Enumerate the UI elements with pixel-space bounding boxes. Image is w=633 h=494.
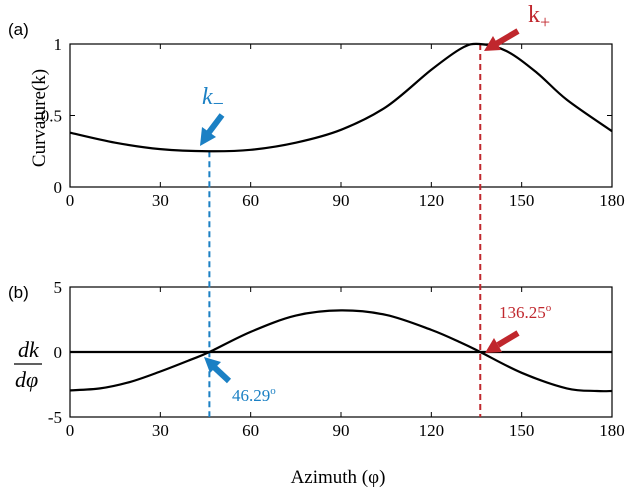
- y-tick-label-a: 0.5: [41, 107, 62, 126]
- x-tick-label-a: 30: [152, 191, 169, 210]
- axis-ticks-a: 0 30 60 90 120 150 180 0 0.5 1: [41, 35, 625, 210]
- y-tick-label-a: 0: [54, 178, 63, 197]
- series-line-a: [69, 42, 613, 153]
- x-tick-label-b: 180: [599, 421, 625, 440]
- y-tick-label-b: 5: [54, 278, 63, 297]
- k-minus-arrow-shaft: [204, 113, 225, 137]
- x-tick-label-b: 120: [419, 421, 445, 440]
- k-minus-arrow-head: [200, 127, 216, 146]
- x-tick-label-a: 180: [599, 191, 625, 210]
- x-tick-label-a: 0: [66, 191, 75, 210]
- x-axis-label: Azimuth (φ): [291, 467, 386, 488]
- angle-minus-label: 46.29o: [232, 385, 276, 405]
- x-tick-label-b: 30: [152, 421, 169, 440]
- k-minus-label: k−: [202, 84, 224, 115]
- y-axis-label-b-denominator: dφ: [15, 367, 38, 392]
- angle-minus-arrow-head: [204, 357, 221, 373]
- x-tick-label-a: 150: [509, 191, 535, 210]
- panel-label-b: (b): [8, 283, 29, 302]
- angle-minus-arrow: [204, 357, 232, 384]
- axis-ticks-b: 0 30 60 90 120 150 180-505: [48, 278, 625, 440]
- x-tick-label-b: 0: [66, 421, 75, 440]
- k-plus-label: k+: [528, 2, 550, 32]
- angle-plus-arrow-shaft: [496, 330, 520, 348]
- x-tick-label-b: 60: [242, 421, 259, 440]
- y-axis-label-a: Curvature(k): [29, 69, 50, 167]
- angle-plus-arrow: [485, 330, 520, 353]
- angle-plus-arrow-head: [485, 338, 502, 353]
- x-tick-label-a: 90: [333, 191, 350, 210]
- y-tick-label-a: 1: [54, 35, 63, 54]
- plot-box-a: [69, 43, 613, 188]
- k-plus-arrow-head: [484, 36, 501, 51]
- y-axis-label-b: dk dφ: [14, 337, 42, 392]
- angle-minus-arrow-shaft: [211, 364, 232, 384]
- k-plus-arrow: [484, 28, 520, 51]
- x-tick-label-b: 90: [333, 421, 350, 440]
- curvature-series: [69, 42, 613, 153]
- y-tick-label-b: -5: [48, 408, 62, 427]
- x-tick-label-a: 120: [419, 191, 445, 210]
- series-line-b: [69, 309, 613, 393]
- angle-plus-label: 136.25o: [499, 302, 552, 322]
- panel-label-a: (a): [8, 20, 29, 39]
- k-plus-arrow-shaft: [494, 28, 520, 47]
- y-axis-label-b-numerator: dk: [18, 337, 40, 362]
- derivative-series: [69, 309, 613, 393]
- y-tick-label-b: 0: [54, 343, 63, 362]
- plot-frame-a: [69, 43, 613, 188]
- k-minus-arrow: [200, 113, 225, 146]
- x-tick-label-b: 150: [509, 421, 535, 440]
- x-tick-label-a: 60: [242, 191, 259, 210]
